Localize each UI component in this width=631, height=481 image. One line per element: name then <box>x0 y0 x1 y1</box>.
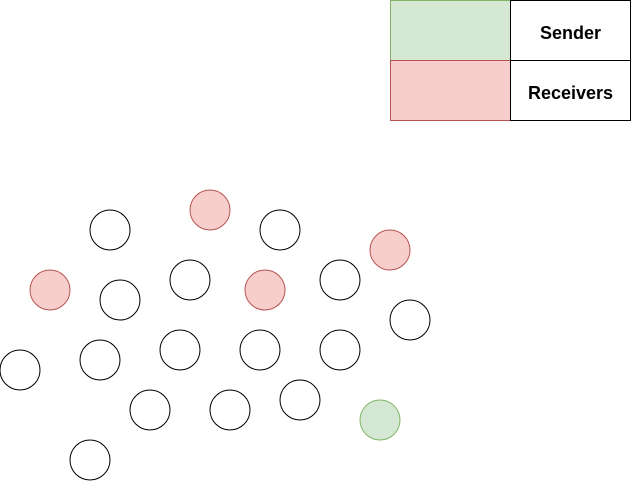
node <box>259 209 301 251</box>
legend: Sender Receivers <box>390 0 631 121</box>
receivers-label: Receivers <box>528 83 613 103</box>
receiver-node <box>244 269 286 311</box>
node <box>89 209 131 251</box>
receiver-node <box>189 189 231 231</box>
node <box>129 389 171 431</box>
node <box>169 259 211 301</box>
node <box>239 329 281 371</box>
sender-label: Sender <box>540 23 601 43</box>
node <box>389 299 431 341</box>
receiver-node <box>29 269 71 311</box>
node <box>0 349 41 391</box>
receiver-node <box>369 229 411 271</box>
node <box>319 259 361 301</box>
node <box>69 439 111 481</box>
sender-node <box>359 399 401 441</box>
node-group <box>0 189 431 481</box>
node <box>279 379 321 421</box>
node <box>209 389 251 431</box>
receivers-swatch <box>390 60 511 121</box>
node <box>99 279 141 321</box>
sender-swatch <box>390 0 511 61</box>
node <box>319 329 361 371</box>
node <box>79 339 121 381</box>
node <box>159 329 201 371</box>
receivers-label-cell <box>510 60 631 121</box>
sender-label-cell <box>510 0 631 61</box>
